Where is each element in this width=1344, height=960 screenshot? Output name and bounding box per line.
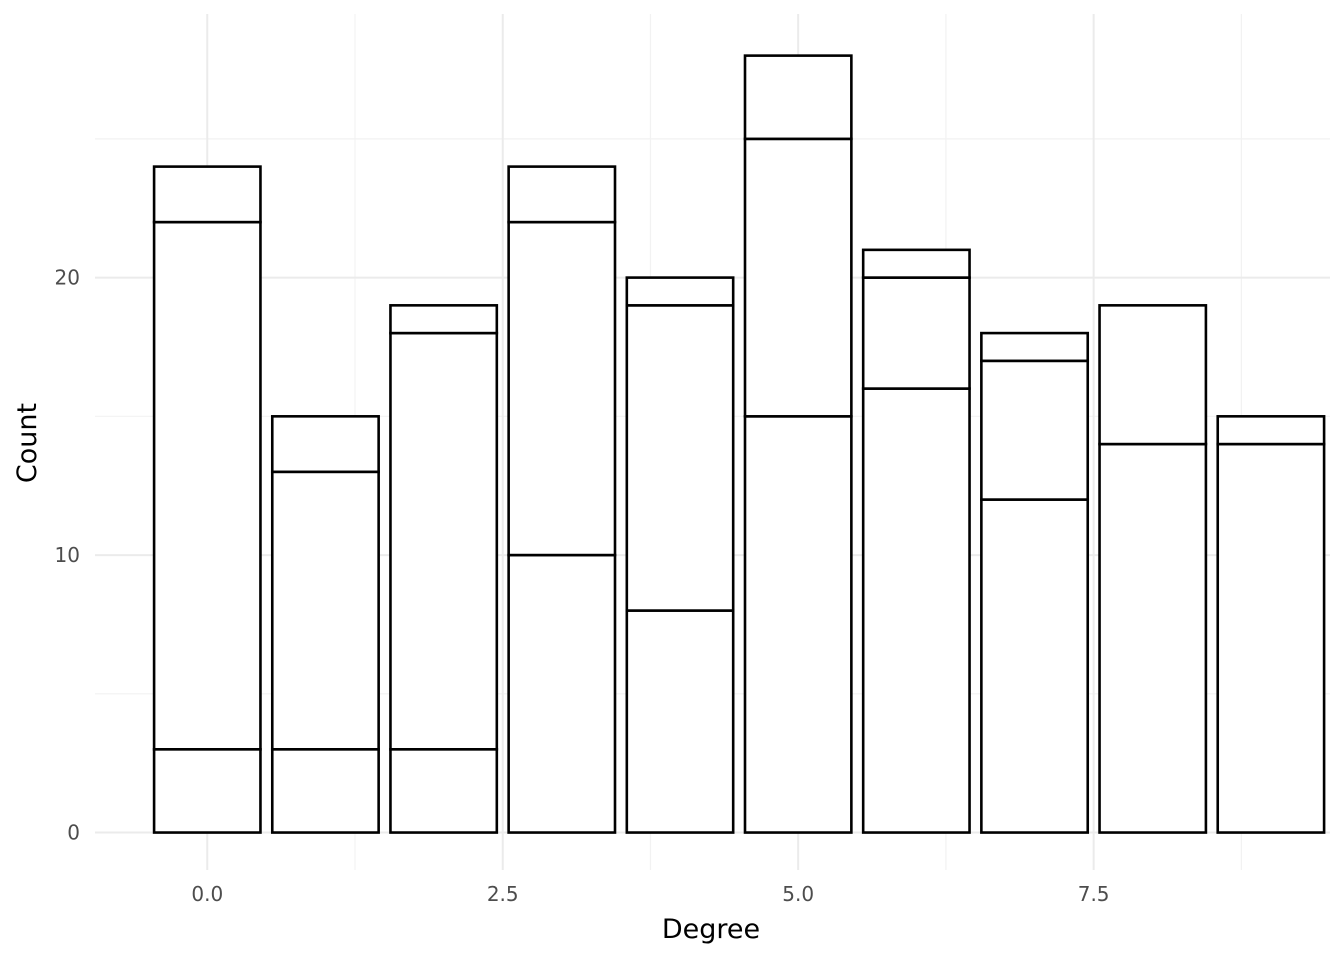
bar-stack (389, 304, 499, 834)
bar-stack (270, 415, 380, 834)
bar-segment (861, 387, 971, 834)
bar-segment (507, 553, 617, 834)
x-tick-label: 0.0 (191, 882, 223, 906)
bar-segment (1216, 415, 1326, 446)
y-tick-label: 20 (55, 266, 80, 290)
axis-tick-labels: 0.0 2.5 5.0 7.5 0 10 20 (55, 266, 1110, 906)
bar-segment (625, 276, 735, 307)
bar-segment (743, 137, 853, 418)
bar-segment (1216, 442, 1326, 834)
bar-segment (270, 415, 380, 474)
bar-stack (507, 165, 617, 834)
y-tick-label: 0 (67, 821, 80, 845)
bar-segment (980, 331, 1090, 363)
y-tick-label: 10 (55, 543, 80, 567)
bar-segment (507, 220, 617, 557)
bar-segment (270, 470, 380, 751)
bars (152, 54, 1326, 834)
x-tick-label: 5.0 (782, 882, 814, 906)
bar-segment (1098, 304, 1208, 446)
bar-segment (861, 248, 971, 279)
bar-stack (1216, 415, 1326, 834)
bar-segment (1098, 442, 1208, 834)
bar-segment (625, 609, 735, 834)
bar-stack (743, 54, 853, 834)
bar-segment (389, 331, 499, 751)
bar-segment (270, 747, 380, 834)
bar-segment (389, 747, 499, 834)
bar-segment (152, 747, 262, 834)
bar-segment (625, 304, 735, 612)
x-axis-title: Degree (662, 914, 760, 945)
bar-stack (1098, 304, 1208, 834)
bar-stack (625, 276, 735, 834)
bar-segment (861, 276, 971, 390)
bar-segment (389, 304, 499, 335)
bar-stack (152, 165, 262, 834)
bar-segment (980, 359, 1090, 501)
bar-segment (743, 54, 853, 141)
bar-stack (861, 248, 971, 834)
x-tick-label: 7.5 (1078, 882, 1110, 906)
bar-segment (980, 498, 1090, 834)
bar-segment (152, 165, 262, 224)
bar-segment (507, 165, 617, 224)
bar-segment (152, 220, 262, 751)
bar-stack (980, 331, 1090, 834)
x-tick-label: 2.5 (487, 882, 519, 906)
bar-segment (743, 415, 853, 834)
y-axis-title: Count (12, 403, 43, 483)
